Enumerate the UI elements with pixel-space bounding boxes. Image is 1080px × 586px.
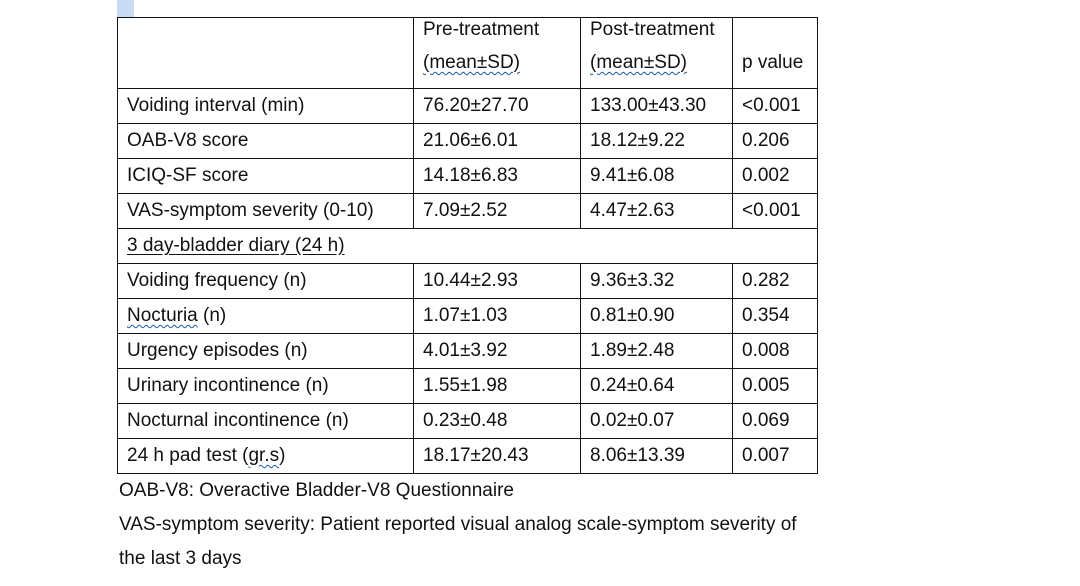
row-post-value: 0.24±0.64 (580, 368, 733, 404)
row-label: ICIQ-SF score (117, 158, 414, 194)
row-pre-value: 14.18±6.83 (413, 158, 581, 194)
table-row: Voiding interval (min) 76.20±27.70 133.0… (117, 88, 818, 124)
header-post-subtitle: (mean±SD) (590, 52, 688, 73)
results-table: Pre-treatment (mean±SD) Post-treatment (… (117, 17, 818, 474)
row-label: Voiding frequency (n) (117, 263, 414, 299)
footnote-oab-v8: OAB-V8: Overactive Bladder-V8 Questionna… (119, 480, 514, 501)
row-p-value: 0.007 (732, 438, 818, 474)
section-row: 3 day-bladder diary (24 h) (117, 228, 818, 264)
table-row: Voiding frequency (n) 10.44±2.93 9.36±3.… (117, 263, 818, 299)
table-row: Urinary incontinence (n) 1.55±1.98 0.24±… (117, 368, 818, 404)
row-label-suffix: ) (279, 445, 286, 466)
row-label: Voiding interval (min) (117, 88, 414, 124)
row-label: Urinary incontinence (n) (117, 368, 414, 404)
row-post-value: 0.02±0.07 (580, 403, 733, 439)
table-row: 24 h pad test (gr.s) 18.17±20.43 8.06±13… (117, 438, 818, 474)
row-label-word: Nocturia (127, 305, 198, 326)
document-accent-marker (117, 0, 134, 17)
row-p-value: 0.069 (732, 403, 818, 439)
row-label: Nocturnal incontinence (n) (117, 403, 414, 439)
row-pre-value: 21.06±6.01 (413, 123, 581, 159)
row-post-value: 9.36±3.32 (580, 263, 733, 299)
row-label: Nocturia (n) (117, 298, 414, 334)
row-pre-value: 0.23±0.48 (413, 403, 581, 439)
row-p-value: <0.001 (732, 193, 818, 229)
table-row: Nocturia (n) 1.07±1.03 0.81±0.90 0.354 (117, 298, 818, 334)
row-label: OAB-V8 score (117, 123, 414, 159)
header-p-value-label: p value (742, 52, 804, 73)
row-label-suffix: (n) (197, 305, 227, 326)
row-label-word: gr.s (248, 445, 280, 466)
row-pre-value: 7.09±2.52 (413, 193, 581, 229)
row-pre-value: 4.01±3.92 (413, 333, 581, 369)
row-pre-value: 10.44±2.93 (413, 263, 581, 299)
row-post-value: 18.12±9.22 (580, 123, 733, 159)
header-pre-treatment: Pre-treatment (mean±SD) (413, 17, 581, 89)
header-pre-title: Pre-treatment (423, 19, 540, 40)
row-pre-value: 18.17±20.43 (413, 438, 581, 474)
header-empty-cell (117, 17, 414, 89)
row-label-prefix: 24 h pad test ( (127, 445, 249, 466)
row-p-value: 0.008 (732, 333, 818, 369)
table-row: ICIQ-SF score 14.18±6.83 9.41±6.08 0.002 (117, 158, 818, 194)
footnote-vas-line2: the last 3 days (119, 548, 242, 569)
row-post-value: 133.00±43.30 (580, 88, 733, 124)
row-post-value: 9.41±6.08 (580, 158, 733, 194)
header-pre-subtitle: (mean±SD) (423, 52, 521, 73)
header-post-title: Post-treatment (590, 19, 715, 40)
row-pre-value: 1.07±1.03 (413, 298, 581, 334)
row-label: 24 h pad test (gr.s) (117, 438, 414, 474)
footnote-vas-line1: VAS-symptom severity: Patient reported v… (119, 514, 797, 535)
table-row: OAB-V8 score 21.06±6.01 18.12±9.22 0.206 (117, 123, 818, 159)
header-post-treatment: Post-treatment (mean±SD) (580, 17, 733, 89)
row-post-value: 8.06±13.39 (580, 438, 733, 474)
row-p-value: 0.002 (732, 158, 818, 194)
row-post-value: 0.81±0.90 (580, 298, 733, 334)
row-label: Urgency episodes (n) (117, 333, 414, 369)
row-label: VAS-symptom severity (0-10) (117, 193, 414, 229)
table-row: VAS-symptom severity (0-10) 7.09±2.52 4.… (117, 193, 818, 229)
section-cell: 3 day-bladder diary (24 h) (117, 228, 818, 264)
table-row: Urgency episodes (n) 4.01±3.92 1.89±2.48… (117, 333, 818, 369)
section-heading: 3 day-bladder diary (24 h) (127, 235, 345, 256)
table-header-row: Pre-treatment (mean±SD) Post-treatment (… (117, 17, 818, 89)
row-post-value: 4.47±2.63 (580, 193, 733, 229)
row-post-value: 1.89±2.48 (580, 333, 733, 369)
row-p-value: 0.354 (732, 298, 818, 334)
row-p-value: 0.282 (732, 263, 818, 299)
table-row: Nocturnal incontinence (n) 0.23±0.48 0.0… (117, 403, 818, 439)
row-pre-value: 1.55±1.98 (413, 368, 581, 404)
row-p-value: <0.001 (732, 88, 818, 124)
row-p-value: 0.206 (732, 123, 818, 159)
row-pre-value: 76.20±27.70 (413, 88, 581, 124)
header-p-value: p value (732, 17, 818, 89)
row-p-value: 0.005 (732, 368, 818, 404)
